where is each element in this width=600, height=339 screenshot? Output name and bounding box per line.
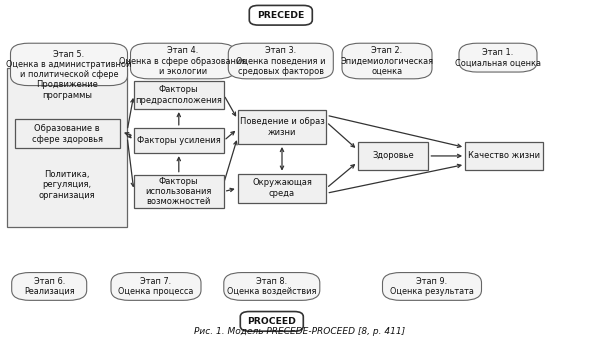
Bar bbox=[238, 110, 326, 144]
Bar bbox=[238, 174, 326, 202]
FancyBboxPatch shape bbox=[111, 273, 201, 300]
FancyBboxPatch shape bbox=[130, 43, 235, 79]
Bar bbox=[134, 128, 224, 153]
FancyBboxPatch shape bbox=[383, 273, 482, 300]
Text: Факторы
использования
возможностей: Факторы использования возможностей bbox=[146, 177, 212, 206]
FancyBboxPatch shape bbox=[12, 273, 86, 300]
Text: Этап 4.
Оценка в сфере образования
и экологии: Этап 4. Оценка в сфере образования и эко… bbox=[119, 46, 247, 76]
Text: Образование в
сфере здоровья: Образование в сфере здоровья bbox=[32, 124, 103, 144]
Bar bbox=[134, 81, 224, 109]
Text: Факторы
предрасположения: Факторы предрасположения bbox=[136, 85, 222, 105]
Text: Продвижение
программы: Продвижение программы bbox=[36, 80, 98, 100]
FancyBboxPatch shape bbox=[11, 43, 128, 85]
Text: Этап 3.
Оценка поведения и
средовых факторов: Этап 3. Оценка поведения и средовых факт… bbox=[236, 46, 326, 76]
Bar bbox=[15, 120, 120, 148]
Text: Этап 8.
Оценка воздействия: Этап 8. Оценка воздействия bbox=[227, 277, 317, 296]
Text: Поведение и образ
жизни: Поведение и образ жизни bbox=[239, 117, 325, 137]
Text: PROCEED: PROCEED bbox=[247, 317, 296, 326]
Text: Факторы усиления: Факторы усиления bbox=[137, 136, 221, 145]
Text: PRECEDE: PRECEDE bbox=[257, 11, 304, 20]
Text: Окружающая
среда: Окружающая среда bbox=[252, 178, 312, 198]
FancyBboxPatch shape bbox=[229, 43, 334, 79]
Text: Этап 1.
Социальная оценка: Этап 1. Социальная оценка bbox=[455, 48, 541, 67]
Text: Этап 6.
Реализация: Этап 6. Реализация bbox=[24, 277, 74, 296]
Text: Качество жизни: Качество жизни bbox=[468, 152, 540, 160]
Bar bbox=[358, 141, 428, 170]
Text: Этап 2.
Эпидемиологическая
оценка: Этап 2. Эпидемиологическая оценка bbox=[340, 46, 434, 76]
Text: Политика,
регуляция,
организация: Политика, регуляция, организация bbox=[39, 170, 95, 200]
Bar bbox=[465, 141, 543, 170]
Text: Этап 9.
Оценка результата: Этап 9. Оценка результата bbox=[390, 277, 474, 296]
FancyBboxPatch shape bbox=[240, 312, 304, 331]
FancyBboxPatch shape bbox=[250, 5, 313, 25]
Text: Рис. 1. Модель PRECEDE-PROCEED [8, p. 411]: Рис. 1. Модель PRECEDE-PROCEED [8, p. 41… bbox=[194, 327, 406, 336]
Text: Этап 5.
Оценка в административной
и политической сфере: Этап 5. Оценка в административной и поли… bbox=[7, 49, 131, 79]
FancyBboxPatch shape bbox=[224, 273, 320, 300]
FancyBboxPatch shape bbox=[459, 43, 537, 72]
Text: Этап 7.
Оценка процесса: Этап 7. Оценка процесса bbox=[118, 277, 194, 296]
Bar bbox=[7, 68, 127, 227]
Text: Здоровье: Здоровье bbox=[372, 152, 414, 160]
FancyBboxPatch shape bbox=[342, 43, 432, 79]
Bar bbox=[134, 175, 224, 208]
